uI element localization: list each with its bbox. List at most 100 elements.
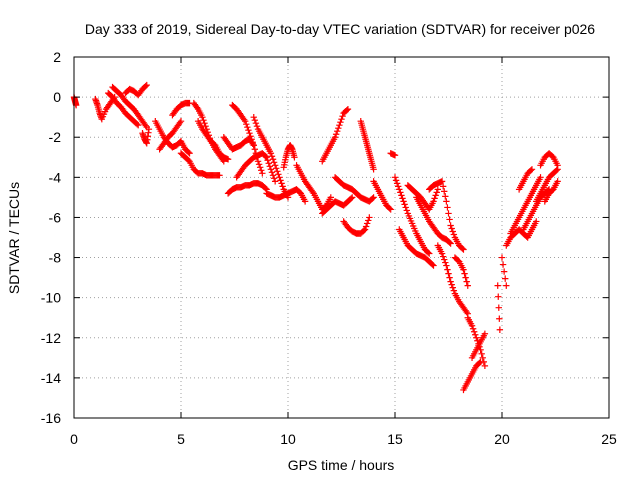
data-point [468,322,476,329]
x-tick-label: 20 [494,431,510,447]
x-axis-label: GPS time / hours [288,457,395,473]
data-point [249,139,256,146]
data-point [439,183,447,190]
data-point [494,282,501,289]
data-point [343,106,351,114]
data-point [554,178,561,185]
data-point [469,325,477,332]
data-point [200,116,207,124]
series-arc-01 [70,93,80,109]
data-point [243,120,250,128]
data-point [438,250,446,257]
data-point [424,249,432,256]
data-point [446,216,453,223]
data-point [439,253,447,260]
data-point [268,153,276,160]
data-point [347,195,355,202]
y-tick-label: -6 [49,209,62,225]
series-arc-31 [413,194,454,247]
data-point [387,206,394,213]
data-point [401,201,408,208]
data-point [276,174,283,181]
series-arc-30 [404,182,441,213]
data-point [362,223,370,230]
data-point [143,81,150,89]
data-point [201,119,208,127]
data-point [441,188,448,195]
y-tick-label: -8 [49,250,62,266]
data-point [403,207,410,214]
data-point [447,222,454,229]
data-point [392,177,400,184]
data-point [262,153,269,160]
data-point [267,150,275,157]
data-point [275,171,282,178]
data-point [533,218,540,225]
data-point [258,167,265,174]
data-point [370,194,377,201]
series-arc-28 [391,174,433,257]
series-arc-26 [370,178,394,213]
data-point [301,198,309,205]
data-point [449,284,456,291]
data-point [500,268,508,275]
series-arc-21 [319,194,356,217]
series-arc-42 [515,166,536,193]
data-point [291,154,298,161]
data-point [442,259,449,266]
data-point [426,250,433,257]
data-point [396,186,403,193]
x-tick-label: 0 [70,431,78,447]
data-point [498,254,506,261]
series-arc-36 [464,314,489,370]
data-point [185,149,192,156]
data-point [245,127,252,134]
series-arc-13 [220,134,257,153]
data-point [247,133,254,140]
data-point [496,326,504,333]
data-point [224,156,232,163]
data-point [279,183,286,190]
data-point [430,262,437,269]
data-point [462,274,469,281]
data-point [269,156,277,163]
data-point [400,198,407,205]
data-point [472,331,479,338]
data-point [176,119,184,126]
x-tick-label: 5 [177,431,185,447]
data-point [431,195,438,202]
data-point [445,210,452,217]
data-point [445,270,452,277]
series-arc-29 [396,226,437,269]
data-point [448,281,455,288]
data-point [266,163,274,170]
data-point [496,315,503,322]
data-point [202,122,209,130]
series-arc-33 [434,242,471,317]
data-point [335,124,342,132]
x-tick-label: 25 [601,431,617,447]
series-arc-40 [503,218,540,249]
data-point [277,177,284,184]
series-arc-04 [109,83,150,131]
data-point [309,188,316,196]
data-point [331,134,339,141]
data-point [386,205,393,212]
data-point [251,146,259,153]
series-arc-38 [494,282,504,333]
y-tick-labels: -16 -14 -12 -10 -8 -6 -4 -2 0 2 [41,49,609,426]
data-point [274,168,281,175]
data-point [441,256,448,263]
series-arc-15 [224,180,270,197]
data-point [349,194,356,201]
data-point [434,186,441,193]
data-point [263,154,270,161]
series-arc-44 [533,166,561,205]
data-point [450,287,458,294]
data-point [254,158,262,165]
y-tick-label: -12 [41,330,61,346]
series-arc-05 [122,81,150,99]
data-point [337,118,344,126]
data-point [251,116,259,124]
